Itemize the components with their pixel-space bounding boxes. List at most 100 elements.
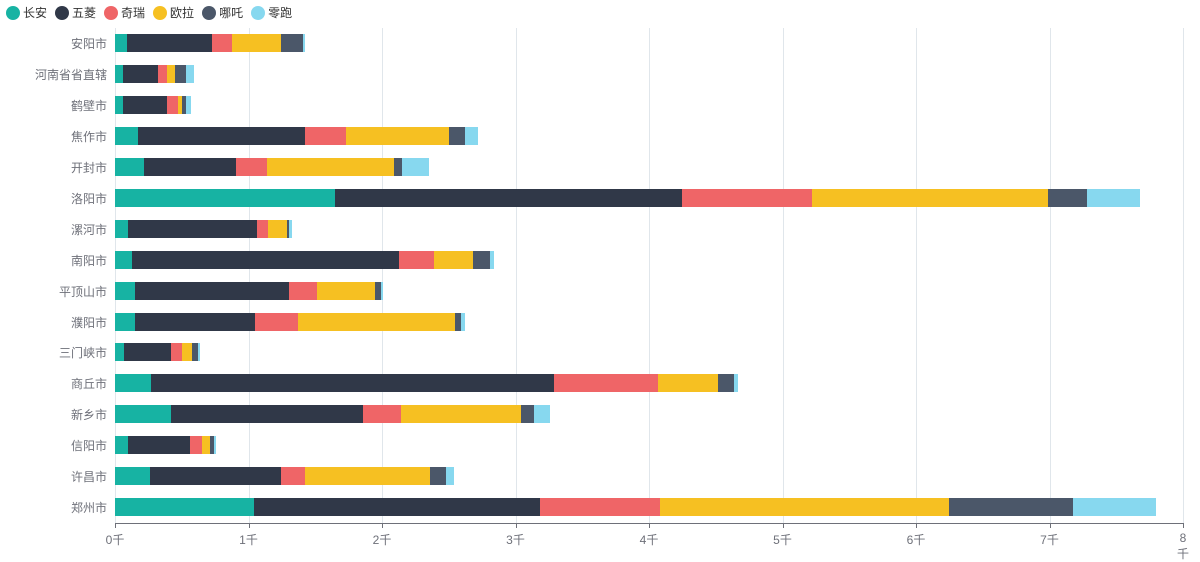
bar-segment[interactable] (115, 343, 124, 361)
bar-segment[interactable] (236, 158, 267, 176)
bar-segment[interactable] (232, 34, 280, 52)
legend-item[interactable]: 零跑 (251, 4, 292, 21)
bar-segment[interactable] (660, 498, 950, 516)
gridline (1050, 28, 1051, 523)
bar-segment[interactable] (115, 282, 135, 300)
bar-segment[interactable] (132, 251, 399, 269)
x-axis-label: 0千 (106, 531, 125, 548)
bar-segment[interactable] (150, 467, 281, 485)
bar-segment[interactable] (115, 374, 151, 392)
bar-segment[interactable] (446, 467, 454, 485)
bar-segment[interactable] (335, 189, 682, 207)
bar-segment[interactable] (115, 313, 135, 331)
bar-segment[interactable] (465, 127, 478, 145)
bar-segment[interactable] (430, 467, 446, 485)
bar-segment[interactable] (289, 220, 292, 238)
bar-segment[interactable] (115, 405, 171, 423)
bar-segment[interactable] (115, 251, 132, 269)
bar-segment[interactable] (521, 405, 534, 423)
x-axis-label: 7千 (1040, 531, 1059, 548)
bar-segment[interactable] (115, 127, 138, 145)
bar-segment[interactable] (682, 189, 811, 207)
bar-segment[interactable] (124, 343, 171, 361)
bar-segment[interactable] (190, 436, 202, 454)
bar-segment[interactable] (138, 127, 305, 145)
bar-segment[interactable] (115, 158, 144, 176)
bar-segment[interactable] (128, 436, 189, 454)
legend-item[interactable]: 五菱 (55, 4, 96, 21)
bar-segment[interactable] (167, 65, 175, 83)
bar-segment[interactable] (449, 127, 465, 145)
bar-segment[interactable] (115, 498, 254, 516)
bar-segment[interactable] (346, 127, 449, 145)
bar-segment[interactable] (135, 313, 255, 331)
bar-segment[interactable] (658, 374, 718, 392)
bar-segment[interactable] (267, 158, 394, 176)
bar-segment[interactable] (171, 343, 182, 361)
bar-segment[interactable] (734, 374, 738, 392)
bar-segment[interactable] (268, 220, 287, 238)
bar-segment[interactable] (186, 96, 191, 114)
legend-item[interactable]: 长安 (6, 4, 47, 21)
bar-segment[interactable] (363, 405, 400, 423)
bar-segment[interactable] (158, 65, 167, 83)
bar-segment[interactable] (123, 65, 158, 83)
bar-segment[interactable] (115, 220, 128, 238)
legend-item[interactable]: 奇瑞 (104, 4, 145, 21)
bar-segment[interactable] (281, 467, 305, 485)
bar-segment[interactable] (401, 405, 521, 423)
bar-segment[interactable] (490, 251, 494, 269)
bar-segment[interactable] (473, 251, 490, 269)
bar-segment[interactable] (151, 374, 554, 392)
bar-segment[interactable] (115, 65, 123, 83)
bar-segment[interactable] (298, 313, 456, 331)
bar-segment[interactable] (171, 405, 363, 423)
bar-segment[interactable] (115, 436, 128, 454)
bar-segment[interactable] (949, 498, 1073, 516)
bar-segment[interactable] (534, 405, 550, 423)
bar-segment[interactable] (434, 251, 473, 269)
bar-segment[interactable] (186, 65, 194, 83)
bar-segment[interactable] (175, 65, 186, 83)
bar-segment[interactable] (182, 343, 193, 361)
bar-segment[interactable] (257, 220, 268, 238)
bar-segment[interactable] (289, 282, 317, 300)
bar-segment[interactable] (214, 436, 217, 454)
bar-segment[interactable] (1073, 498, 1156, 516)
bar-segment[interactable] (718, 374, 734, 392)
bar-segment[interactable] (402, 158, 429, 176)
bar-segment[interactable] (394, 158, 402, 176)
bar-segment[interactable] (115, 467, 150, 485)
bar-segment[interactable] (461, 313, 465, 331)
bar-segment[interactable] (212, 34, 232, 52)
bar-segment[interactable] (812, 189, 1048, 207)
bar-segment[interactable] (127, 34, 212, 52)
bar-segment[interactable] (303, 34, 305, 52)
bar-segment[interactable] (115, 34, 127, 52)
bar-segment[interactable] (198, 343, 201, 361)
bar-segment[interactable] (399, 251, 434, 269)
bar-segment[interactable] (255, 313, 298, 331)
y-axis-label: 新乡市 (71, 406, 107, 423)
bar-segment[interactable] (115, 189, 335, 207)
bar-segment[interactable] (1048, 189, 1087, 207)
bar-segment[interactable] (1087, 189, 1140, 207)
bar-segment[interactable] (281, 34, 304, 52)
gridline (516, 28, 517, 523)
bar-segment[interactable] (305, 127, 346, 145)
bar-segment[interactable] (254, 498, 540, 516)
bar-segment[interactable] (144, 158, 236, 176)
bar-segment[interactable] (123, 96, 167, 114)
bar-segment[interactable] (167, 96, 178, 114)
bar-segment[interactable] (540, 498, 660, 516)
bar-segment[interactable] (317, 282, 376, 300)
legend-item[interactable]: 欧拉 (153, 4, 194, 21)
bar-segment[interactable] (115, 96, 123, 114)
bar-segment[interactable] (305, 467, 430, 485)
bar-segment[interactable] (381, 282, 384, 300)
bar-segment[interactable] (202, 436, 210, 454)
legend-item[interactable]: 哪吒 (202, 4, 243, 21)
bar-segment[interactable] (128, 220, 256, 238)
bar-segment[interactable] (135, 282, 289, 300)
bar-segment[interactable] (554, 374, 658, 392)
